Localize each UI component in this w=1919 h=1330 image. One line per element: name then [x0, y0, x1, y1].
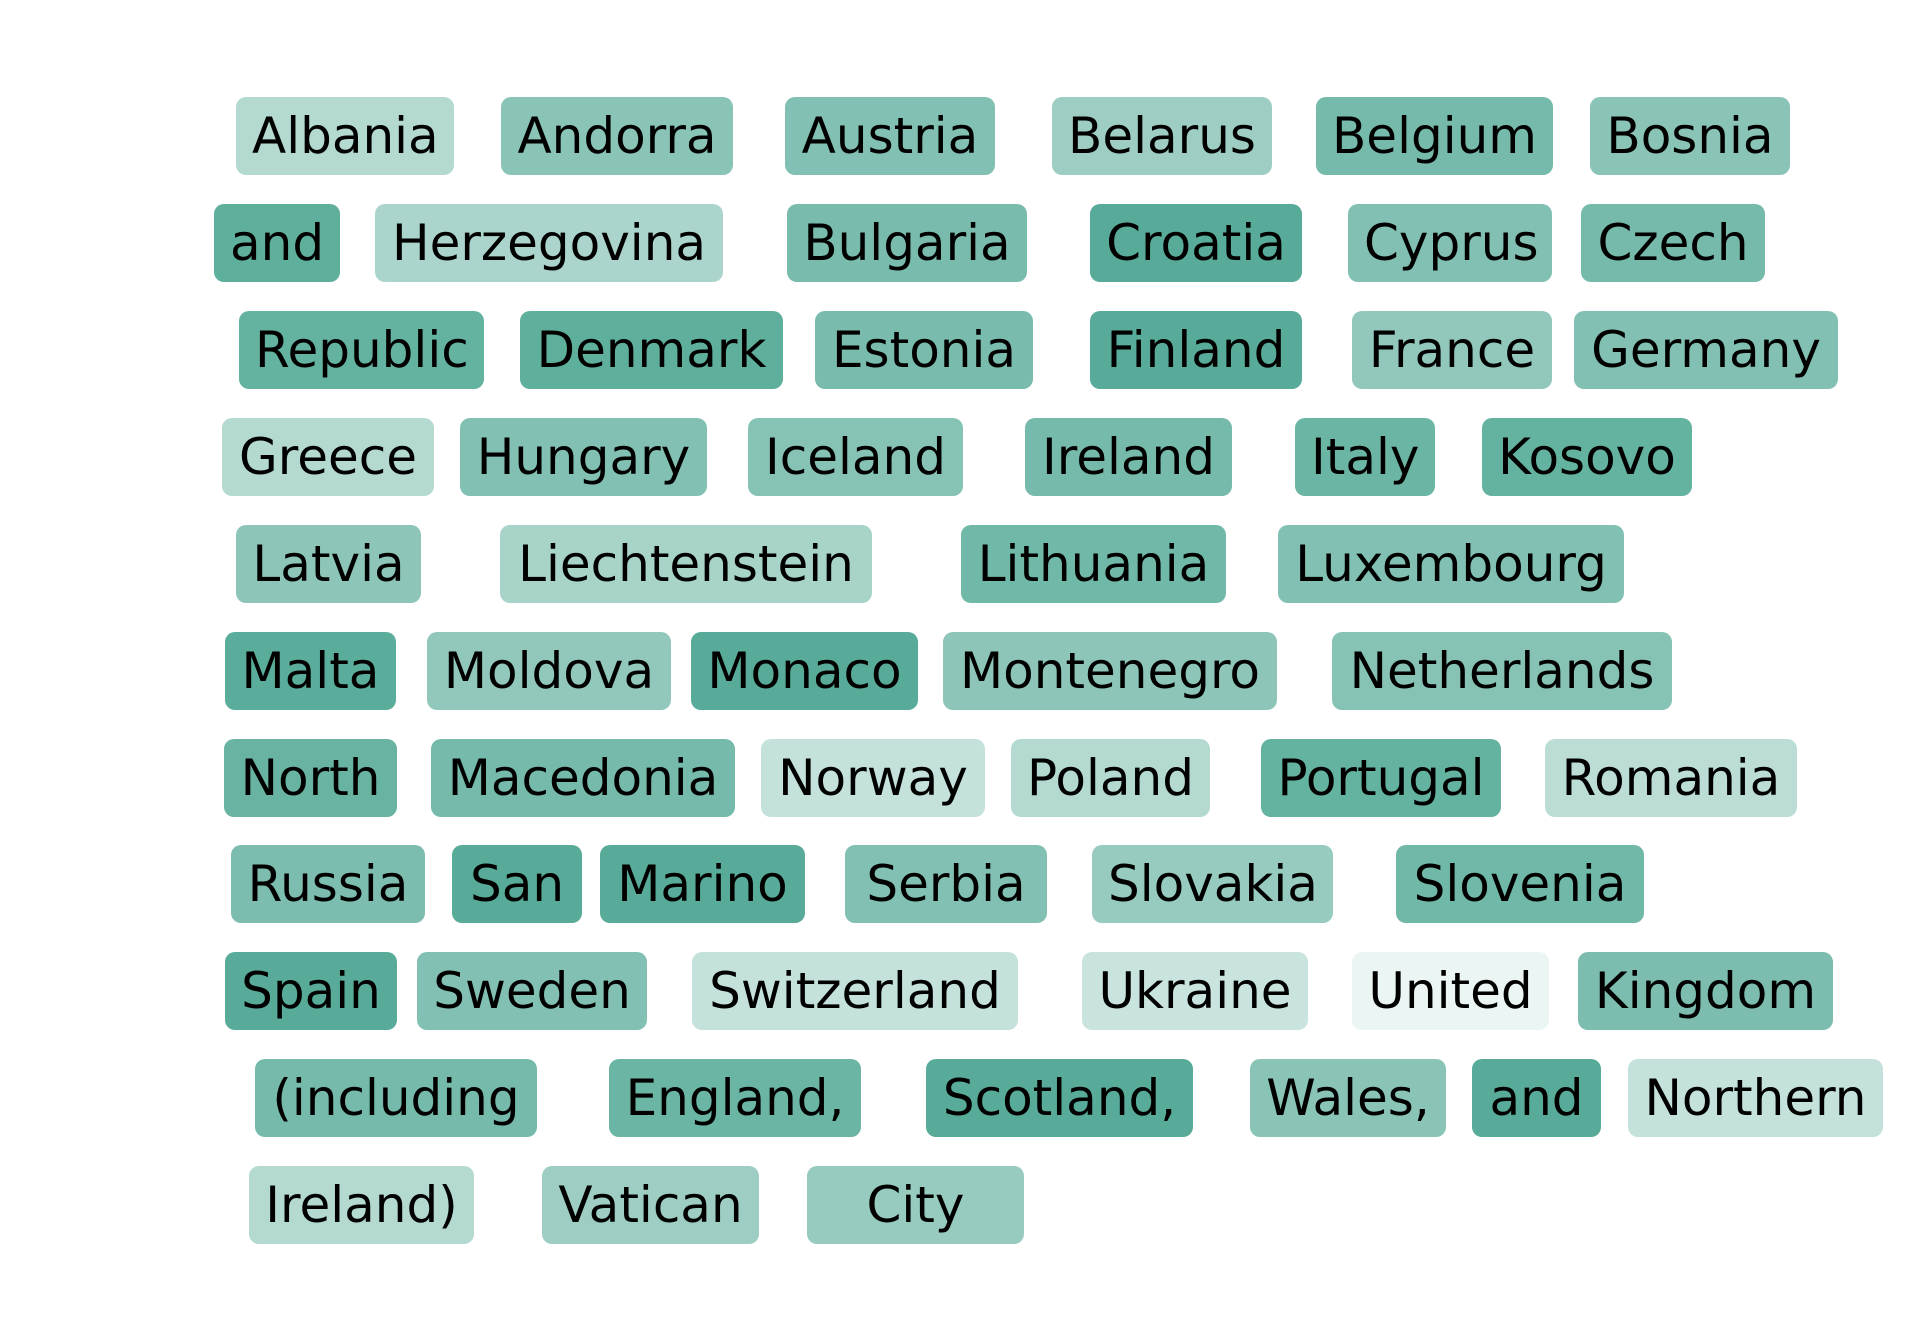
word-chip: Northern: [1628, 1059, 1883, 1137]
word-chip: Bosnia: [1590, 97, 1790, 175]
word-chip: Sweden: [417, 952, 647, 1030]
word-chip: Greece: [222, 418, 434, 496]
word-chip: Hungary: [460, 418, 707, 496]
word-chip: Denmark: [520, 311, 783, 389]
word-chip: Monaco: [691, 632, 918, 710]
word-chip: Germany: [1574, 311, 1838, 389]
word-chip: Slovenia: [1396, 845, 1644, 923]
word-chip: Poland: [1011, 739, 1210, 817]
word-chip: Finland: [1090, 311, 1302, 389]
word-chip: Ireland): [249, 1166, 474, 1244]
word-chip: Italy: [1295, 418, 1435, 496]
word-chip: Republic: [239, 311, 484, 389]
word-chip: Spain: [225, 952, 397, 1030]
word-chip: Estonia: [815, 311, 1033, 389]
word-chip: Andorra: [501, 97, 733, 175]
word-chip: Netherlands: [1332, 632, 1672, 710]
word-chip: and: [214, 204, 340, 282]
word-chip: Portugal: [1261, 739, 1501, 817]
word-chip: Switzerland: [692, 952, 1018, 1030]
word-chip: Vatican: [542, 1166, 759, 1244]
word-chip: Herzegovina: [375, 204, 723, 282]
word-chip: Norway: [761, 739, 985, 817]
word-chip: Belarus: [1052, 97, 1272, 175]
word-chip: Luxembourg: [1278, 525, 1624, 603]
word-chip: England,: [609, 1059, 861, 1137]
word-chip: Croatia: [1090, 204, 1302, 282]
word-chip: Malta: [225, 632, 396, 710]
word-chip: Liechtenstein: [500, 525, 872, 603]
word-chip: Cyprus: [1348, 204, 1552, 282]
word-chip: United: [1352, 952, 1549, 1030]
word-chip: Austria: [785, 97, 995, 175]
word-chip: Montenegro: [943, 632, 1277, 710]
word-chip: (including: [255, 1059, 537, 1137]
word-chip: France: [1352, 311, 1552, 389]
word-chip: Macedonia: [431, 739, 735, 817]
word-chip: North: [224, 739, 397, 817]
word-chip: Scotland,: [926, 1059, 1193, 1137]
word-chip: Bulgaria: [787, 204, 1027, 282]
word-chip: Kosovo: [1482, 418, 1692, 496]
word-chip: Marino: [600, 845, 805, 923]
word-chip: Moldova: [427, 632, 671, 710]
word-chip: Iceland: [748, 418, 963, 496]
word-chip: Albania: [236, 97, 454, 175]
word-chip: and: [1472, 1059, 1601, 1137]
word-chip: Romania: [1545, 739, 1797, 817]
word-chip: San: [452, 845, 582, 923]
word-chip: Wales,: [1250, 1059, 1446, 1137]
word-chip: Serbia: [845, 845, 1047, 923]
word-chip: Latvia: [236, 525, 421, 603]
word-chip: Russia: [231, 845, 425, 923]
word-chip: Czech: [1581, 204, 1765, 282]
word-chip: Kingdom: [1578, 952, 1833, 1030]
word-chip: Slovakia: [1092, 845, 1333, 923]
word-chip: Ukraine: [1082, 952, 1308, 1030]
word-chip: Belgium: [1316, 97, 1553, 175]
word-chip: Ireland: [1025, 418, 1232, 496]
word-chip: City: [807, 1166, 1024, 1244]
word-chip: Lithuania: [961, 525, 1226, 603]
